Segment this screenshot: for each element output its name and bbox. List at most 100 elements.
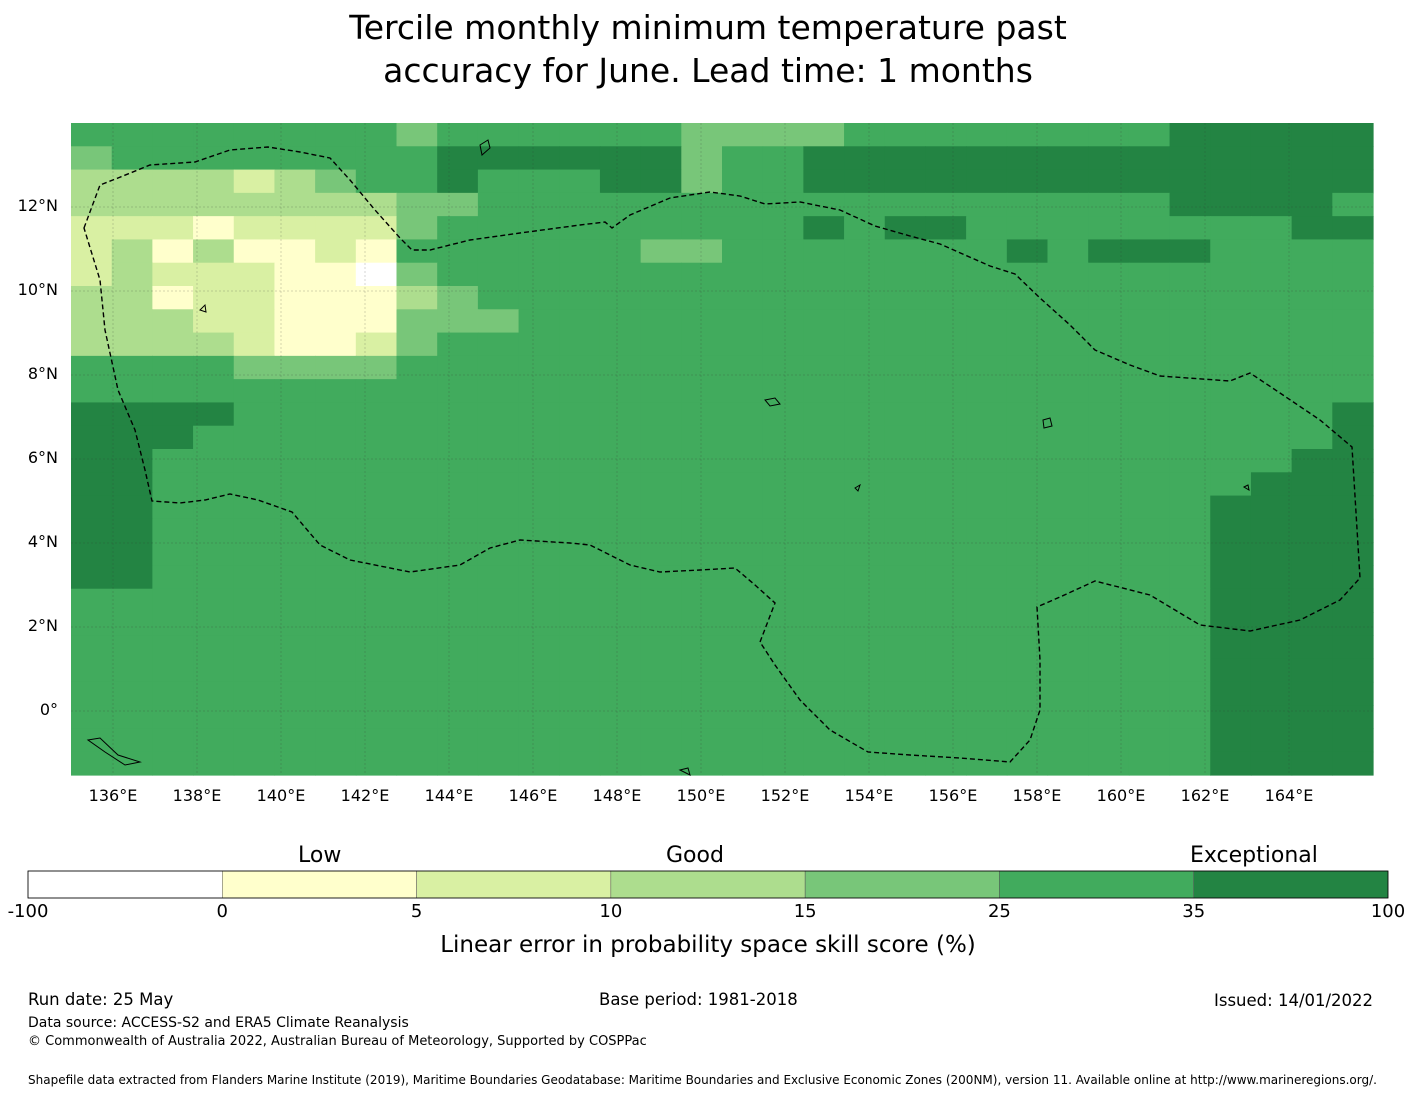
skill-cell: [1088, 123, 1130, 147]
skill-cell: [884, 495, 927, 520]
skill-cell: [274, 123, 316, 147]
skill-cell: [355, 379, 398, 404]
skill-cell: [518, 192, 560, 217]
skill-cell: [1047, 635, 1089, 660]
skill-cell: [1006, 402, 1049, 427]
colorbar-segment: [27, 870, 223, 899]
skill-cell: [396, 146, 438, 171]
skill-cell: [1332, 658, 1374, 683]
skill-cell: [1128, 588, 1171, 613]
skill-cell: [640, 332, 682, 357]
skill-cell: [925, 216, 967, 241]
skill-cell: [518, 728, 560, 753]
skill-cell: [1169, 239, 1211, 264]
skill-cell: [803, 612, 845, 636]
skill-cell: [437, 612, 479, 636]
skill-cell: [599, 239, 642, 264]
skill-cell: [1250, 658, 1293, 683]
skill-cell: [640, 565, 682, 590]
skill-cell: [803, 472, 845, 497]
skill-cell: [1332, 262, 1374, 287]
skill-cell: [396, 332, 438, 357]
skill-cell: [111, 728, 153, 753]
skill-cell: [152, 262, 194, 287]
skill-cell: [803, 123, 845, 147]
skill-cell: [925, 123, 967, 147]
skill-cell: [111, 379, 153, 404]
issued-date: Issued: 14/01/2022: [1214, 991, 1374, 1010]
colorbar-segment: [416, 870, 612, 899]
skill-cell: [152, 612, 194, 636]
skill-cell: [1210, 402, 1252, 427]
skill-cell: [518, 239, 560, 264]
colorbar: [27, 870, 1389, 899]
skill-cell: [355, 146, 398, 171]
skill-cell: [559, 123, 601, 147]
skill-cell: [1332, 192, 1374, 217]
skill-cell: [722, 216, 764, 241]
skill-cell: [396, 355, 438, 380]
skill-cell: [844, 542, 886, 567]
skill-cell: [1332, 612, 1374, 636]
skill-cell: [1006, 472, 1049, 497]
skill-cell: [1332, 332, 1374, 357]
skill-cell: [396, 472, 438, 497]
skill-cell: [477, 402, 520, 427]
skill-cell: [1291, 146, 1333, 171]
skill-cell: [396, 612, 438, 636]
skill-cell: [559, 216, 601, 241]
skill-cell: [559, 635, 601, 660]
skill-cell: [1047, 658, 1089, 683]
skill-cell: [1169, 728, 1211, 753]
skill-cell: [722, 565, 764, 590]
skill-cell: [274, 495, 316, 520]
skill-cell: [1047, 705, 1089, 730]
skill-cell: [518, 681, 560, 706]
skill-cell: [315, 402, 357, 427]
skill-cell: [111, 216, 153, 241]
copyright: © Commonwealth of Australia 2022, Austra…: [28, 1034, 647, 1049]
skill-cell: [1250, 681, 1293, 706]
skill-cell: [1332, 542, 1374, 567]
skill-cell: [1210, 262, 1252, 287]
skill-cell: [152, 123, 194, 147]
skill-cell: [762, 425, 804, 450]
skill-cell: [844, 472, 886, 497]
skill-cell: [1332, 355, 1374, 380]
skill-cell: [477, 495, 520, 520]
skill-cell: [925, 612, 967, 636]
skill-cell: [355, 612, 398, 636]
skill-cell: [640, 728, 682, 753]
skill-cell: [1169, 658, 1211, 683]
skill-cell: [925, 425, 967, 450]
skill-cell: [599, 751, 642, 776]
skill-cell: [681, 472, 723, 497]
skill-cell: [966, 309, 1008, 334]
skill-cell: [152, 425, 194, 450]
skill-cell: [966, 542, 1008, 567]
skill-cell: [233, 658, 276, 683]
skill-cell: [681, 588, 723, 613]
skill-cell: [1250, 612, 1293, 636]
skill-cell: [315, 658, 357, 683]
skill-cell: [1006, 425, 1049, 450]
skill-cell: [1250, 425, 1293, 450]
skill-cell: [640, 146, 682, 171]
skill-cell: [1250, 635, 1293, 660]
skill-cell: [355, 239, 398, 264]
skill-cell: [437, 635, 479, 660]
skill-cell: [1169, 449, 1211, 473]
skill-cell: [315, 751, 357, 776]
skill-cell: [193, 518, 235, 543]
base-period: Base period: 1981-2018: [599, 990, 798, 1009]
skill-cell: [111, 332, 153, 357]
skill-cell: [193, 332, 235, 357]
skill-cell: [966, 728, 1008, 753]
skill-cell: [884, 379, 927, 404]
skill-cell: [1250, 169, 1293, 194]
skill-cell: [884, 612, 927, 636]
skill-cell: [355, 705, 398, 730]
skill-cell: [477, 612, 520, 636]
skill-cell: [355, 472, 398, 497]
skill-cell: [1006, 635, 1049, 660]
